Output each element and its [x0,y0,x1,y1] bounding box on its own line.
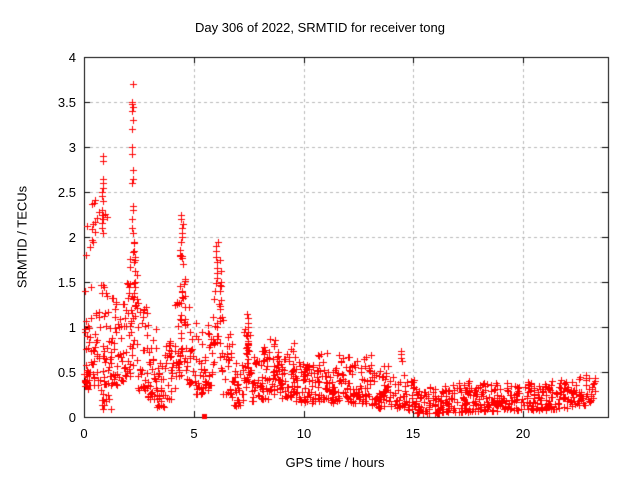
x-tick-label: 5 [190,426,198,441]
y-tick-label: 3 [68,140,76,155]
y-tick-label: 4 [68,50,76,65]
x-tick-label: 15 [405,426,421,441]
x-axis-label: GPS time / hours [285,455,385,470]
x-tick-label: 10 [296,426,312,441]
x-tick-label: 0 [80,426,88,441]
y-tick-label: 2 [68,230,76,245]
y-tick-label: 1 [68,320,76,335]
y-tick-label: 3.5 [57,95,76,110]
y-axis-label: SRMTID / TECUs [14,185,30,289]
y-tick-label: 0 [68,410,76,425]
y-tick-label: 1.5 [57,275,76,290]
y-tick-label: 0.5 [57,365,76,380]
x-tick-label: 20 [515,426,531,441]
y-tick-label: 2.5 [57,185,76,200]
chart-title: Day 306 of 2022, SRMTID for receiver ton… [194,20,445,35]
